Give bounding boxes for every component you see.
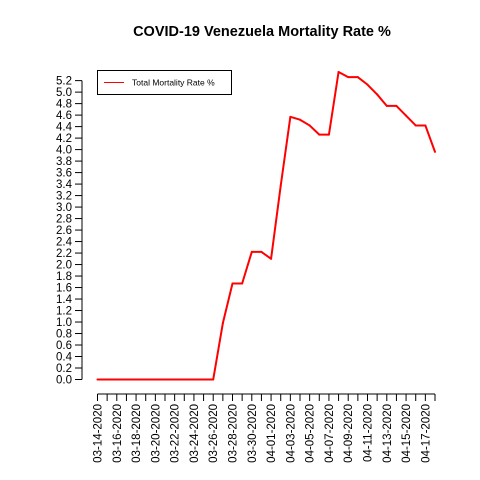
data-point bbox=[202, 378, 205, 381]
y-tick-label: 2.6 bbox=[56, 225, 72, 237]
data-point bbox=[135, 378, 138, 381]
x-tick-label: 03-22-2020 bbox=[170, 404, 182, 463]
y-tick-label: 3.4 bbox=[56, 179, 73, 191]
x-tick-label: 04-09-2020 bbox=[343, 404, 355, 463]
y-tick-label: 1.0 bbox=[56, 317, 72, 329]
y-tick-label: 1.6 bbox=[56, 283, 72, 295]
x-tick-label: 03-26-2020 bbox=[208, 404, 220, 463]
x-tick-label: 03-16-2020 bbox=[112, 404, 124, 463]
chart-title: COVID-19 Venezuela Mortality Rate % bbox=[133, 24, 391, 40]
x-axis: 03-14-2020 03-16-2020 03-18-2020 03-20-2020… bbox=[93, 393, 436, 463]
x-tick-label: 04-11-2020 bbox=[363, 404, 375, 462]
series-line-total-mortality-rate bbox=[97, 71, 436, 381]
y-tick-label: 2.8 bbox=[56, 214, 72, 226]
data-point bbox=[250, 250, 253, 253]
y-tick-label: 4.8 bbox=[56, 99, 72, 111]
data-point bbox=[212, 378, 215, 381]
y-tick-label: 3.0 bbox=[56, 202, 72, 214]
data-point bbox=[173, 378, 176, 381]
data-point bbox=[279, 184, 282, 187]
data-point bbox=[289, 115, 292, 118]
legend-label: Total Mortality Rate % bbox=[132, 78, 215, 88]
x-tick-label: 03-14-2020 bbox=[93, 404, 105, 463]
x-tick-label: 04-17-2020 bbox=[420, 404, 432, 463]
data-point bbox=[434, 150, 436, 153]
data-point bbox=[144, 378, 147, 381]
y-tick-label: 4.6 bbox=[56, 110, 72, 122]
data-point bbox=[241, 282, 244, 285]
data-point bbox=[221, 322, 224, 325]
data-point bbox=[405, 114, 408, 117]
data-point bbox=[385, 104, 388, 107]
data-point bbox=[318, 133, 321, 136]
series-layer bbox=[96, 71, 436, 381]
y-tick-label: 3.8 bbox=[56, 156, 72, 168]
x-tick-label: 04-07-2020 bbox=[324, 404, 336, 463]
y-tick-label: 1.8 bbox=[56, 271, 72, 283]
data-point bbox=[183, 378, 186, 381]
data-point bbox=[327, 133, 330, 136]
y-axis: 0.00.20.40.60.81.01.21.41.61.82.02.22.42… bbox=[56, 76, 83, 387]
data-point bbox=[106, 378, 109, 381]
y-tick-label: 0.6 bbox=[56, 340, 72, 352]
x-tick-label: 04-13-2020 bbox=[382, 404, 394, 463]
data-point bbox=[299, 118, 301, 121]
y-tick-label: 2.4 bbox=[56, 237, 73, 249]
y-tick-label: 1.2 bbox=[56, 306, 72, 318]
data-point bbox=[366, 83, 369, 86]
data-point bbox=[260, 250, 263, 253]
data-point bbox=[414, 124, 417, 127]
data-point bbox=[347, 76, 350, 79]
y-tick-label: 1.4 bbox=[56, 294, 73, 306]
y-tick-label: 0.8 bbox=[56, 329, 72, 341]
y-tick-label: 3.2 bbox=[56, 191, 72, 203]
y-tick-label: 4.4 bbox=[56, 122, 73, 134]
data-point bbox=[270, 257, 273, 260]
y-tick-label: 0.4 bbox=[56, 352, 73, 364]
x-tick-label: 03-18-2020 bbox=[131, 404, 143, 463]
data-point bbox=[376, 93, 379, 96]
y-tick-label: 2.2 bbox=[56, 248, 72, 260]
y-tick-label: 0.0 bbox=[56, 375, 72, 387]
data-point bbox=[308, 124, 311, 127]
data-point bbox=[96, 378, 99, 381]
x-tick-label: 03-30-2020 bbox=[247, 404, 259, 463]
x-tick-label: 04-15-2020 bbox=[401, 404, 413, 463]
x-tick-label: 03-24-2020 bbox=[189, 404, 201, 463]
data-point bbox=[192, 378, 195, 381]
x-tick-label: 04-03-2020 bbox=[285, 404, 297, 463]
y-tick-label: 0.2 bbox=[56, 363, 72, 375]
x-tick-label: 04-01-2020 bbox=[266, 404, 278, 463]
data-point bbox=[337, 71, 340, 73]
y-tick-label: 5.0 bbox=[56, 87, 72, 99]
data-point bbox=[164, 378, 166, 381]
y-tick-label: 4.2 bbox=[56, 133, 72, 145]
y-tick-label: 3.6 bbox=[56, 168, 72, 180]
legend: Total Mortality Rate % bbox=[97, 70, 232, 95]
data-point bbox=[154, 378, 157, 381]
data-point bbox=[115, 378, 118, 381]
y-tick-label: 5.2 bbox=[56, 76, 72, 88]
y-tick-label: 2.0 bbox=[56, 260, 72, 272]
data-point bbox=[125, 378, 128, 381]
data-point bbox=[231, 282, 234, 285]
y-tick-label: 4.0 bbox=[56, 145, 72, 157]
x-tick-label: 03-20-2020 bbox=[150, 404, 162, 463]
x-tick-label: 03-28-2020 bbox=[228, 404, 240, 463]
x-tick-label: 04-05-2020 bbox=[305, 404, 317, 463]
data-point bbox=[395, 104, 398, 107]
data-point bbox=[424, 124, 427, 127]
data-point bbox=[356, 76, 359, 79]
